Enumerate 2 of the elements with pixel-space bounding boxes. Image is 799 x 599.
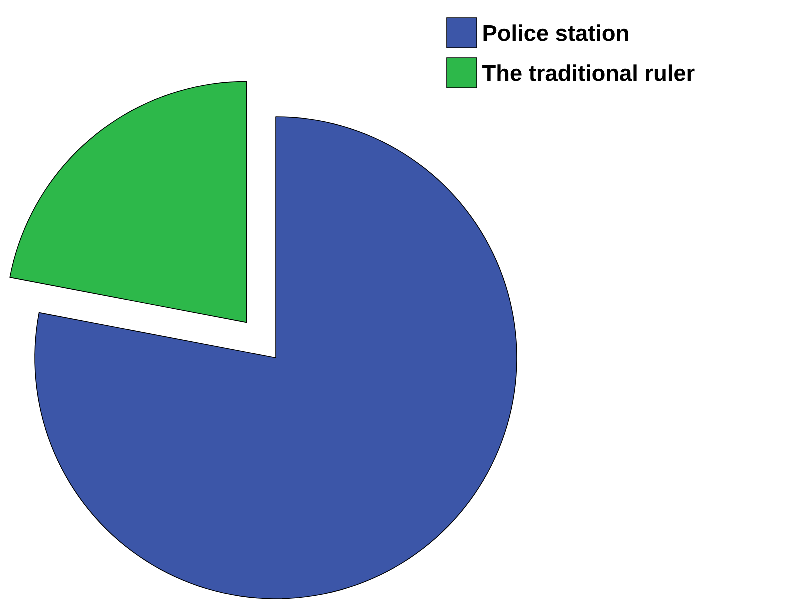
legend-label: The traditional ruler xyxy=(482,64,695,82)
legend-label: Police station xyxy=(484,24,628,42)
